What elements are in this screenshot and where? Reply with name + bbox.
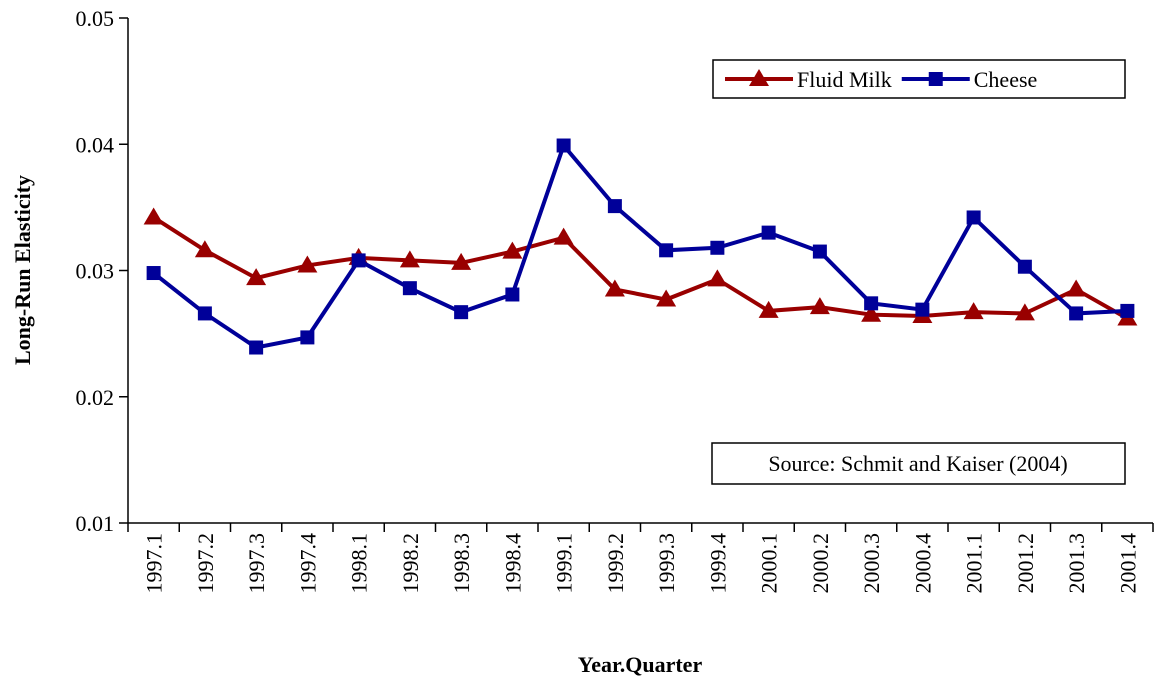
y-tick-label: 0.03 bbox=[76, 259, 115, 284]
x-tick-label: 1998.4 bbox=[500, 533, 525, 594]
marker bbox=[451, 252, 472, 270]
x-tick-label: 1999.2 bbox=[603, 533, 628, 594]
x-tick-label: 2001.3 bbox=[1064, 533, 1089, 594]
marker bbox=[809, 297, 830, 315]
marker bbox=[966, 210, 981, 225]
marker bbox=[249, 340, 264, 355]
x-tick-label: 1997.1 bbox=[142, 533, 167, 594]
y-axis-label: Long-Run Elasticity bbox=[10, 175, 35, 365]
y-tick-label: 0.01 bbox=[76, 511, 115, 536]
marker bbox=[399, 250, 420, 268]
marker bbox=[656, 289, 677, 307]
annotation-box bbox=[711, 442, 1126, 485]
marker bbox=[402, 281, 417, 296]
x-tick-label: 2000.3 bbox=[859, 533, 884, 594]
y-tick-label: 0.05 bbox=[76, 6, 115, 31]
marker bbox=[297, 255, 318, 273]
x-tick-label: 2001.2 bbox=[1013, 533, 1038, 594]
marker bbox=[556, 138, 571, 153]
x-axis-label: Year.Quarter bbox=[578, 652, 703, 677]
marker bbox=[351, 253, 366, 268]
marker bbox=[607, 199, 622, 214]
marker bbox=[1120, 303, 1135, 318]
x-tick-label: 1999.1 bbox=[552, 533, 577, 594]
x-tick-label: 2001.1 bbox=[962, 533, 987, 594]
y-tick-label: 0.02 bbox=[76, 385, 115, 410]
marker bbox=[710, 240, 725, 255]
series-line bbox=[152, 141, 1128, 350]
y-tick-label: 0.04 bbox=[76, 132, 115, 157]
marker bbox=[861, 304, 882, 322]
marker bbox=[749, 69, 769, 86]
x-tick-label: 2000.1 bbox=[757, 533, 782, 594]
marker bbox=[915, 302, 930, 317]
marker bbox=[194, 240, 215, 258]
legend-label: Cheese bbox=[974, 67, 1038, 92]
marker bbox=[758, 300, 779, 318]
marker bbox=[246, 268, 267, 286]
series-line bbox=[152, 215, 1129, 321]
x-tick-label: 2001.4 bbox=[1115, 533, 1140, 594]
marker bbox=[963, 302, 984, 320]
marker bbox=[659, 243, 674, 258]
marker bbox=[146, 266, 161, 281]
x-tick-label: 1997.3 bbox=[244, 533, 269, 594]
x-tick-label: 1997.2 bbox=[193, 533, 218, 594]
annotation: Source: Schmit and Kaiser (2004) bbox=[768, 451, 1067, 476]
marker bbox=[707, 269, 728, 287]
marker bbox=[143, 207, 164, 225]
x-tick-label: 1999.3 bbox=[654, 533, 679, 594]
marker bbox=[604, 279, 625, 297]
marker bbox=[1017, 259, 1032, 274]
marker bbox=[502, 241, 523, 259]
marker bbox=[300, 330, 315, 345]
marker bbox=[197, 306, 212, 321]
x-tick-label: 2000.4 bbox=[910, 533, 935, 594]
marker bbox=[553, 227, 574, 245]
x-tick-label: 1999.4 bbox=[705, 533, 730, 594]
legend-label: Fluid Milk bbox=[797, 67, 892, 92]
marker bbox=[812, 244, 827, 259]
marker bbox=[454, 305, 469, 320]
x-tick-label: 2000.2 bbox=[808, 533, 833, 594]
marker bbox=[1066, 279, 1087, 297]
marker bbox=[761, 225, 776, 240]
marker bbox=[505, 287, 520, 302]
x-tick-label: 1997.4 bbox=[295, 533, 320, 594]
x-tick-label: 1998.1 bbox=[347, 533, 372, 594]
marker bbox=[1069, 306, 1084, 321]
x-tick-label: 1998.3 bbox=[449, 533, 474, 594]
x-tick-label: 1998.2 bbox=[398, 533, 423, 594]
marker bbox=[1014, 303, 1035, 321]
marker bbox=[928, 72, 943, 86]
marker bbox=[864, 296, 879, 311]
